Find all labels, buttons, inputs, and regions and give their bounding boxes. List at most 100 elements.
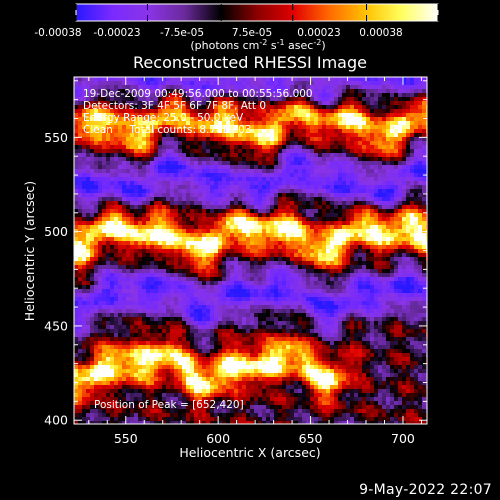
heatmap-cell <box>366 121 371 126</box>
heatmap-cell <box>266 237 271 242</box>
heatmap-cell <box>194 245 199 250</box>
heatmap-cell <box>298 93 303 98</box>
heatmap-cell <box>158 225 163 230</box>
heatmap-cell <box>246 125 251 130</box>
heatmap-cell <box>294 297 299 302</box>
heatmap-cell <box>382 181 387 186</box>
heatmap-cell <box>190 225 195 230</box>
heatmap-cell <box>362 157 367 162</box>
heatmap-cell <box>270 225 275 230</box>
heatmap-cell <box>122 145 127 150</box>
heatmap-cell <box>78 161 83 166</box>
heatmap-cell <box>286 277 291 282</box>
heatmap-cell <box>230 253 235 258</box>
heatmap-cell <box>182 217 187 222</box>
heatmap-cell <box>146 181 151 186</box>
heatmap-cell <box>414 225 419 230</box>
heatmap-cell <box>330 265 335 270</box>
heatmap-cell <box>314 273 319 278</box>
heatmap-cell <box>342 77 347 82</box>
heatmap-cell <box>102 117 107 122</box>
heatmap-cell <box>270 289 275 294</box>
heatmap-cell <box>126 221 131 226</box>
heatmap-cell <box>146 117 151 122</box>
heatmap-cell <box>138 185 143 190</box>
heatmap-cell <box>174 261 179 266</box>
heatmap-cell <box>302 117 307 122</box>
heatmap-cell <box>398 89 403 94</box>
heatmap-cell <box>154 221 159 226</box>
heatmap-cell <box>150 273 155 278</box>
heatmap-cell <box>90 221 95 226</box>
heatmap-cell <box>298 197 303 202</box>
heatmap-cell <box>374 265 379 270</box>
heatmap-cell <box>294 121 299 126</box>
heatmap-cell <box>86 85 91 90</box>
heatmap-cell <box>158 165 163 170</box>
heatmap-cell <box>354 289 359 294</box>
heatmap-cell <box>394 233 399 238</box>
heatmap-cell <box>182 177 187 182</box>
heatmap-cell <box>258 189 263 194</box>
heatmap-cell <box>394 189 399 194</box>
heatmap-cell <box>326 189 331 194</box>
heatmap-cell <box>370 149 375 154</box>
heatmap-cell <box>334 185 339 190</box>
heatmap-cell <box>146 173 151 178</box>
heatmap-cell <box>86 261 91 266</box>
heatmap-cell <box>282 241 287 246</box>
heatmap-cell <box>158 233 163 238</box>
heatmap-cell <box>254 277 259 282</box>
heatmap-cell <box>370 241 375 246</box>
heatmap-cell <box>418 97 423 102</box>
heatmap-cell <box>202 221 207 226</box>
heatmap-cell <box>130 109 135 114</box>
heatmap-cell <box>326 293 331 298</box>
heatmap-cell <box>166 233 171 238</box>
heatmap-cell <box>270 253 275 258</box>
heatmap-cell <box>386 101 391 106</box>
heatmap-cell <box>210 225 215 230</box>
heatmap-cell <box>294 217 299 222</box>
heatmap-cell <box>166 205 171 210</box>
heatmap-cell <box>282 169 287 174</box>
heatmap-cell <box>202 117 207 122</box>
heatmap-cell <box>142 81 147 86</box>
heatmap-cell <box>414 133 419 138</box>
heatmap-cell <box>98 185 103 190</box>
heatmap-cell <box>90 269 95 274</box>
heatmap-cell <box>246 97 251 102</box>
heatmap-cell <box>274 145 279 150</box>
heatmap-cell <box>378 253 383 258</box>
heatmap-cell <box>110 133 115 138</box>
heatmap-cell <box>94 293 99 298</box>
heatmap-cell <box>362 121 367 126</box>
heatmap-cell <box>282 257 287 262</box>
heatmap-cell <box>102 149 107 154</box>
heatmap-cell <box>126 109 131 114</box>
heatmap-cell <box>258 85 263 90</box>
heatmap-cell <box>102 125 107 130</box>
heatmap-cell <box>126 105 131 110</box>
heatmap-cell <box>270 129 275 134</box>
heatmap-cell <box>410 289 415 294</box>
heatmap-cell <box>90 101 95 106</box>
heatmap-cell <box>350 113 355 118</box>
heatmap-cell <box>158 221 163 226</box>
heatmap-cell <box>226 137 231 142</box>
heatmap-cell <box>102 265 107 270</box>
heatmap-cell <box>394 125 399 130</box>
heatmap-cell <box>302 245 307 250</box>
heatmap-cell <box>338 205 343 210</box>
heatmap-cell <box>338 273 343 278</box>
heatmap-cell <box>246 145 251 150</box>
heatmap-cell <box>78 261 83 266</box>
heatmap-cell <box>346 269 351 274</box>
heatmap-cell <box>206 261 211 266</box>
heatmap-cell <box>286 133 291 138</box>
heatmap-cell <box>418 277 423 282</box>
heatmap-cell <box>150 245 155 250</box>
heatmap-cell <box>222 189 227 194</box>
heatmap-cell <box>406 213 411 218</box>
heatmap-cell <box>326 285 331 290</box>
